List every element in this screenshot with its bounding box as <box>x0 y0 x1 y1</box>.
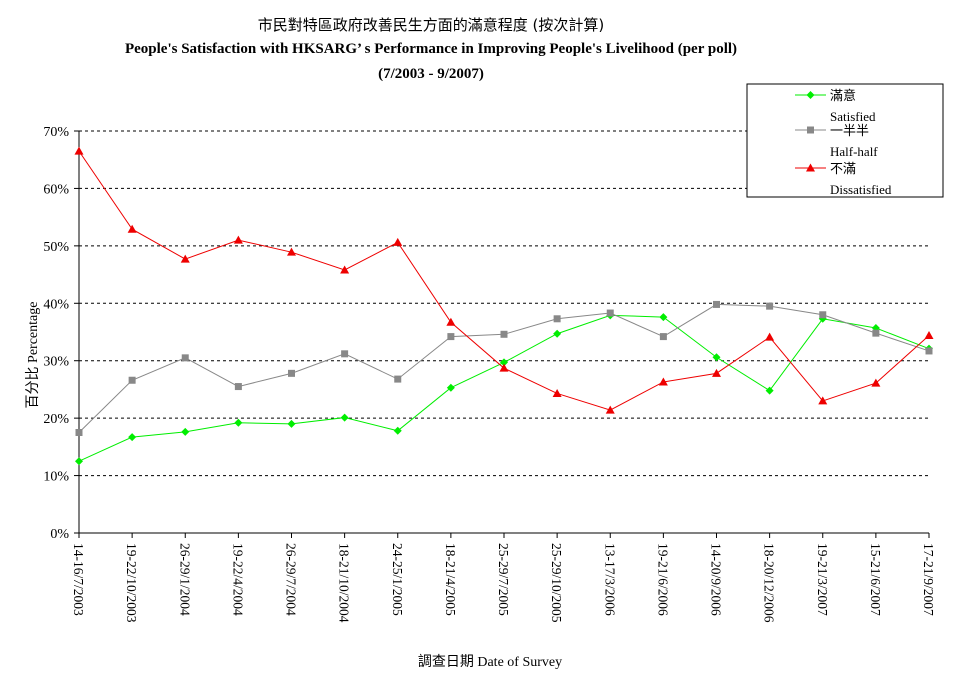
data-point-half-half <box>713 300 720 308</box>
x-tick-label: 18-21/4/2005 <box>443 543 458 616</box>
x-tick-label: 18-21/10/2004 <box>337 543 352 623</box>
data-point-satisfied <box>234 418 243 427</box>
y-tick-label: 10% <box>43 470 69 485</box>
data-point-dissatisfied <box>127 224 137 233</box>
x-tick-label: 19-22/4/2004 <box>230 543 245 616</box>
y-tick-label: 30% <box>43 355 69 370</box>
data-point-satisfied <box>75 457 83 466</box>
data-point-dissatisfied <box>871 378 881 387</box>
data-point-half-half <box>819 311 827 319</box>
legend-entry-satisfied: 滿意 Satisfied <box>795 88 876 124</box>
y-axis-label: 百分比 Percentage <box>25 302 41 409</box>
data-point-half-half <box>181 354 189 362</box>
x-tick-label: 18-20/12/2006 <box>762 543 777 623</box>
data-point-half-half <box>925 347 933 355</box>
x-tick-label: 14-20/9/2006 <box>709 543 724 616</box>
data-point-half-half <box>447 333 455 341</box>
y-tick-label: 0% <box>50 527 69 542</box>
data-point-dissatisfied <box>74 146 84 155</box>
data-point-satisfied <box>181 427 190 436</box>
data-point-satisfied <box>712 353 721 362</box>
data-point-satisfied <box>128 433 137 442</box>
data-point-half-half <box>766 302 774 310</box>
legend-swatch-marker <box>807 126 814 134</box>
data-point-dissatisfied <box>712 368 721 377</box>
data-point-dissatisfied <box>393 237 403 246</box>
data-point-dissatisfied <box>765 332 775 341</box>
x-tick-label: 24-25/1/2005 <box>390 543 405 616</box>
data-point-half-half <box>234 383 242 391</box>
data-point-dissatisfied <box>180 254 190 263</box>
data-point-satisfied <box>287 419 296 428</box>
data-point-dissatisfied <box>552 388 562 397</box>
y-tick-label: 70% <box>43 125 69 140</box>
data-point-half-half <box>128 376 136 384</box>
data-point-dissatisfied <box>605 405 615 414</box>
y-tick-label: 40% <box>43 297 69 312</box>
data-point-half-half <box>75 429 83 436</box>
legend-entry-half-half: 一半半 Half-half <box>795 124 878 159</box>
x-tick-label: 17-21/9/2007 <box>921 543 936 616</box>
data-point-half-half <box>500 330 508 338</box>
y-tick-label: 20% <box>43 412 69 427</box>
data-point-satisfied <box>553 329 562 338</box>
x-tick-label: 19-22/10/2003 <box>124 543 139 623</box>
data-point-dissatisfied <box>233 235 243 244</box>
data-point-half-half <box>659 333 667 341</box>
x-tick-label: 13-17/3/2006 <box>602 543 617 616</box>
series-lines <box>74 146 934 466</box>
chart-title-english: People's Satisfaction with HKSARG’ s Per… <box>124 41 738 57</box>
legend-label-chinese: 不滿 <box>830 161 856 177</box>
y-tick-label: 50% <box>43 240 69 255</box>
legend-label-english: Dissatisfied <box>830 182 892 197</box>
legend-label-english: Half-half <box>830 144 878 159</box>
legend-label-chinese: 滿意 <box>830 88 856 104</box>
data-point-half-half <box>553 315 561 323</box>
data-point-satisfied <box>500 358 508 367</box>
legend-label-english: Satisfied <box>830 109 876 124</box>
data-point-half-half <box>872 329 880 337</box>
legend-entry-dissatisfied: 不滿 Dissatisfied <box>795 161 892 197</box>
x-tick-label: 25-29/7/2005 <box>496 543 511 616</box>
x-axis-label: 調查日期 Date of Survey <box>418 654 562 670</box>
data-point-half-half <box>394 375 402 383</box>
data-point-half-half <box>341 350 349 358</box>
data-point-half-half <box>606 309 614 317</box>
x-tick-label: 26-29/7/2004 <box>284 543 299 616</box>
x-tick-label: 15-21/6/2007 <box>868 543 883 616</box>
data-point-dissatisfied <box>924 330 934 339</box>
x-tick-label: 19-21/3/2007 <box>815 543 830 616</box>
chart-title-chinese: 市民對特區政府改善民生方面的滿意程度 (按次計算) <box>257 16 605 34</box>
x-tick-label: 14-16/7/2003 <box>71 543 86 616</box>
legend-swatch-marker <box>806 91 815 99</box>
legend-label-chinese: 一半半 <box>830 124 869 139</box>
series-dissatisfied <box>74 146 934 414</box>
data-point-dissatisfied <box>499 363 509 372</box>
x-tick-label: 26-29/1/2004 <box>177 543 192 616</box>
data-point-satisfied <box>659 313 668 322</box>
legend-box <box>746 83 944 198</box>
chart-subtitle: (7/2003 - 9/2007) <box>378 66 484 82</box>
data-point-dissatisfied <box>340 265 350 274</box>
data-point-satisfied <box>393 426 402 435</box>
data-point-dissatisfied <box>446 317 456 326</box>
legend-swatch-marker <box>806 163 815 172</box>
series-half-half <box>75 300 933 436</box>
x-tick-label: 25-29/10/2005 <box>549 543 564 623</box>
data-point-dissatisfied <box>818 396 828 405</box>
y-tick-label: 60% <box>43 182 69 197</box>
data-point-satisfied <box>765 386 774 395</box>
data-point-satisfied <box>340 413 349 422</box>
x-tick-label: 19-21/6/2006 <box>655 543 670 616</box>
data-point-dissatisfied <box>287 247 296 256</box>
y-axis-ticks: 0% 10% 20% 30% 40% 50% 60% 70% <box>43 125 79 542</box>
data-point-dissatisfied <box>658 377 668 386</box>
data-point-satisfied <box>446 383 455 392</box>
data-point-half-half <box>288 369 295 377</box>
x-axis-ticks: 14-16/7/2003 19-22/10/2003 26-29/1/2004 19-… <box>71 533 936 623</box>
series-satisfied <box>75 311 933 466</box>
